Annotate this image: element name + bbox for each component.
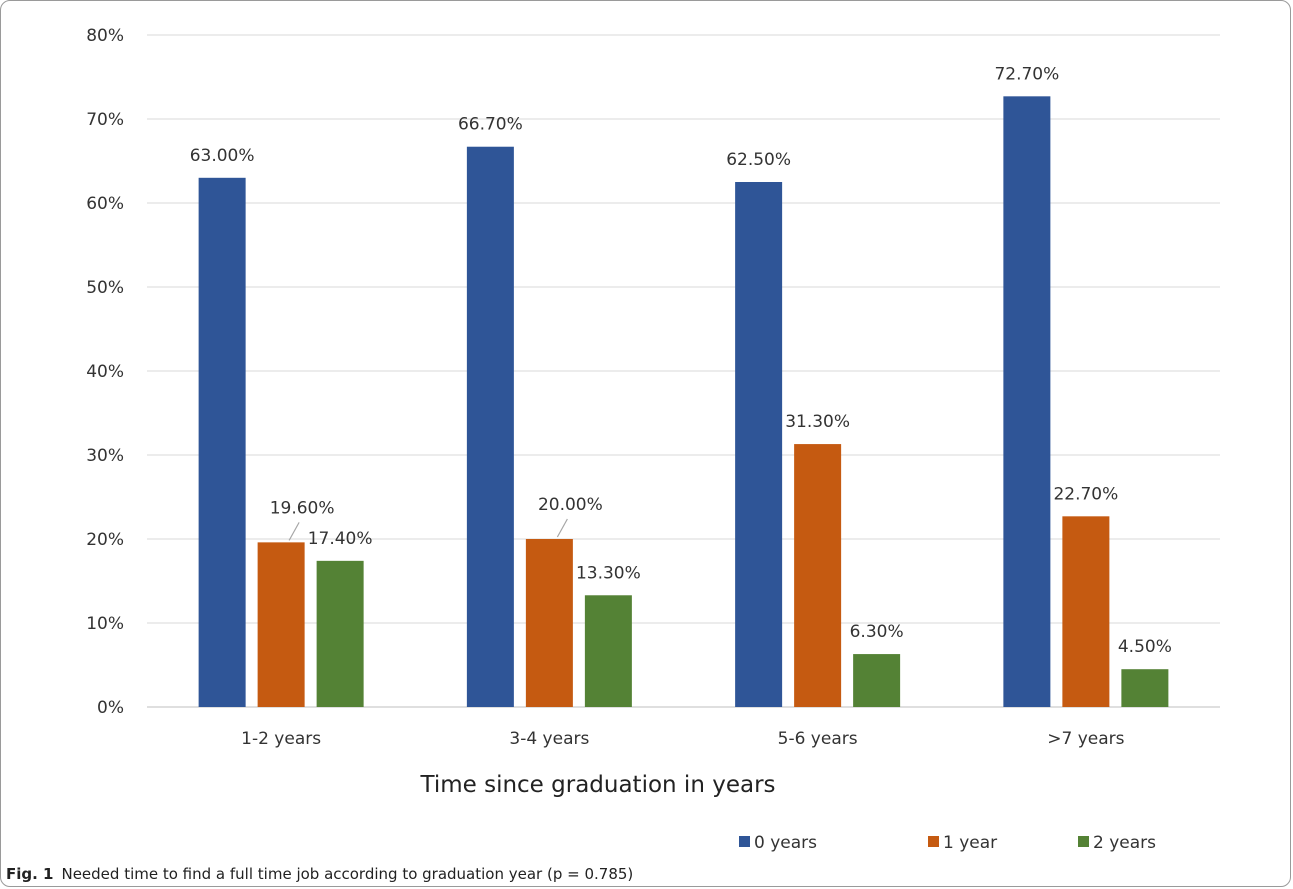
- bar-2-years: [584, 595, 632, 707]
- bar-2-years: [316, 560, 364, 707]
- data-label: 22.70%: [1053, 484, 1118, 504]
- data-labels: 63.00% 19.60% 17.40% 66.70% 20.00% 13.30% 62.5…: [190, 64, 1172, 657]
- legend-swatch: [739, 836, 750, 847]
- y-tick-label: 10%: [86, 614, 124, 634]
- bars: [198, 96, 1169, 708]
- legend: 0 years 1 year 2 years: [739, 833, 1156, 853]
- x-axis: 1-2 years 3-4 years 5-6 years >7 years: [241, 729, 1124, 749]
- bar-2-years: [853, 654, 901, 707]
- data-label: 19.60%: [270, 498, 335, 518]
- x-axis-title: Time since graduation in years: [419, 772, 775, 798]
- bar-0-years: [735, 182, 783, 707]
- data-label: 31.30%: [785, 412, 850, 432]
- y-tick-label: 60%: [86, 194, 124, 214]
- data-label: 4.50%: [1118, 637, 1172, 657]
- figure-label: Fig. 1: [6, 865, 54, 883]
- bar-1-year: [525, 539, 573, 707]
- y-tick-label: 0%: [97, 698, 124, 718]
- data-label: 17.40%: [308, 529, 373, 549]
- legend-swatch: [1078, 836, 1089, 847]
- legend-label: 0 years: [754, 833, 817, 853]
- bar-1-year: [1062, 516, 1110, 707]
- data-label: 72.70%: [994, 64, 1059, 84]
- bar-2-years: [1121, 669, 1169, 707]
- y-tick-label: 30%: [86, 446, 124, 466]
- y-tick-label: 50%: [86, 278, 124, 298]
- bar-0-years: [466, 146, 514, 708]
- x-tick-label: 3-4 years: [509, 729, 589, 749]
- y-tick-label: 40%: [86, 362, 124, 382]
- y-tick-label: 20%: [86, 530, 124, 550]
- data-label: 62.50%: [726, 150, 791, 170]
- y-tick-label: 80%: [86, 26, 124, 46]
- label-leader-line: [556, 518, 568, 538]
- data-label: 20.00%: [538, 495, 603, 515]
- gridlines: [147, 34, 1220, 708]
- y-tick-label: 70%: [86, 110, 124, 130]
- data-label: 63.00%: [190, 146, 255, 166]
- bar-0-years: [1003, 96, 1051, 707]
- x-tick-label: 1-2 years: [241, 729, 321, 749]
- x-tick-label: 5-6 years: [778, 729, 858, 749]
- bar-1-year: [257, 542, 305, 707]
- bar-chart: 0% 10% 20% 30% 40% 50% 60% 70% 80% 63.00% 19.60% 1…: [86, 26, 1220, 853]
- data-label: 66.70%: [458, 115, 523, 135]
- figure-caption: Fig. 1 Needed time to find a full time jo…: [6, 865, 633, 883]
- label-leader-line: [288, 522, 300, 541]
- data-label: 6.30%: [850, 622, 904, 642]
- caption-text: Needed time to find a full time job acco…: [61, 865, 634, 883]
- data-label: 13.30%: [576, 563, 641, 583]
- legend-swatch: [928, 836, 939, 847]
- legend-label: 1 year: [943, 833, 997, 853]
- legend-label: 2 years: [1093, 833, 1156, 853]
- bar-0-years: [198, 177, 246, 708]
- x-tick-label: >7 years: [1047, 729, 1124, 749]
- y-axis: 0% 10% 20% 30% 40% 50% 60% 70% 80%: [86, 26, 124, 718]
- bar-1-year: [794, 444, 842, 707]
